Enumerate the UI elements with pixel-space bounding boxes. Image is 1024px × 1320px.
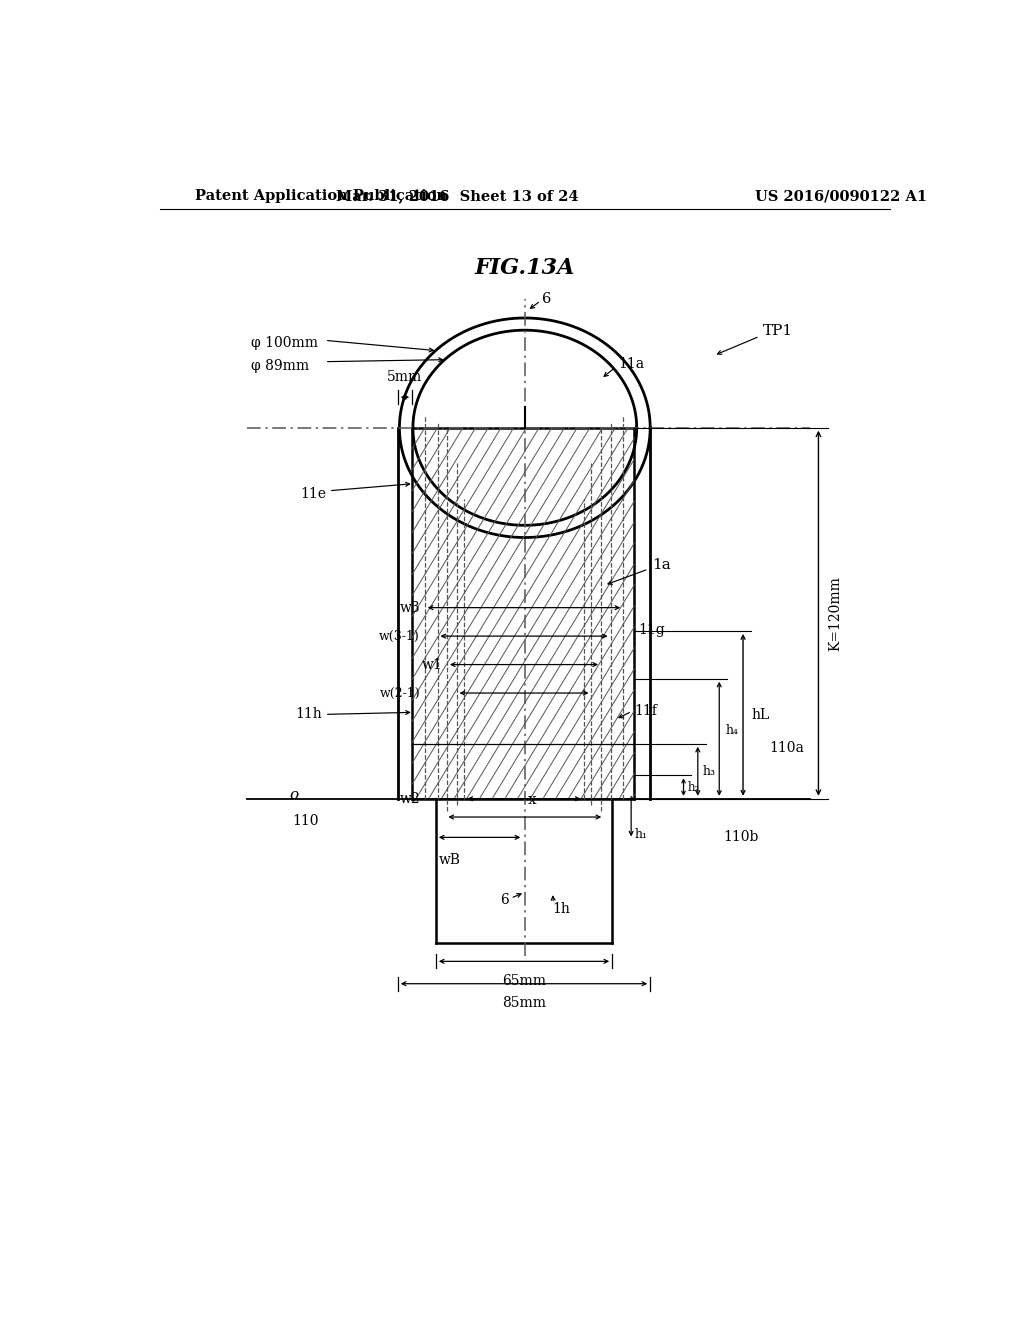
Text: 11g: 11g — [638, 623, 665, 638]
Text: 11e: 11e — [300, 487, 327, 500]
Text: US 2016/0090122 A1: US 2016/0090122 A1 — [755, 189, 927, 203]
Text: Mar. 31, 2016  Sheet 13 of 24: Mar. 31, 2016 Sheet 13 of 24 — [336, 189, 579, 203]
Text: 110b: 110b — [723, 830, 759, 845]
Text: w(2-1): w(2-1) — [380, 686, 420, 700]
Text: 110a: 110a — [769, 741, 804, 755]
Text: wB: wB — [439, 853, 461, 867]
Text: 1a: 1a — [652, 558, 671, 572]
Text: x: x — [527, 793, 537, 807]
Text: TP1: TP1 — [763, 325, 793, 338]
Text: h₄: h₄ — [726, 725, 738, 737]
Text: 85mm: 85mm — [502, 995, 546, 1010]
Text: 6: 6 — [543, 292, 552, 306]
Text: K=120mm: K=120mm — [828, 576, 843, 651]
Text: w(3-1): w(3-1) — [379, 630, 420, 643]
Text: 11h: 11h — [296, 708, 323, 721]
Text: φ 89mm: φ 89mm — [251, 359, 309, 372]
Text: h₃: h₃ — [702, 764, 716, 777]
Text: w1: w1 — [422, 657, 442, 672]
Text: 11a: 11a — [618, 356, 644, 371]
Text: FIG.13A: FIG.13A — [474, 257, 575, 279]
Text: 110: 110 — [292, 814, 318, 828]
Text: 5mm: 5mm — [387, 370, 423, 384]
Text: w2: w2 — [399, 792, 420, 805]
Text: o: o — [290, 788, 299, 801]
Text: 65mm: 65mm — [502, 974, 546, 987]
Text: 6: 6 — [500, 894, 509, 907]
Text: hL: hL — [751, 708, 769, 722]
Text: 1h: 1h — [553, 902, 570, 916]
Text: 11f: 11f — [634, 705, 657, 718]
Text: h₂: h₂ — [687, 780, 699, 793]
Text: h₁: h₁ — [634, 828, 647, 841]
Text: Patent Application Publication: Patent Application Publication — [196, 189, 447, 203]
Text: φ 100mm: φ 100mm — [251, 337, 318, 350]
Text: w3: w3 — [399, 601, 420, 615]
